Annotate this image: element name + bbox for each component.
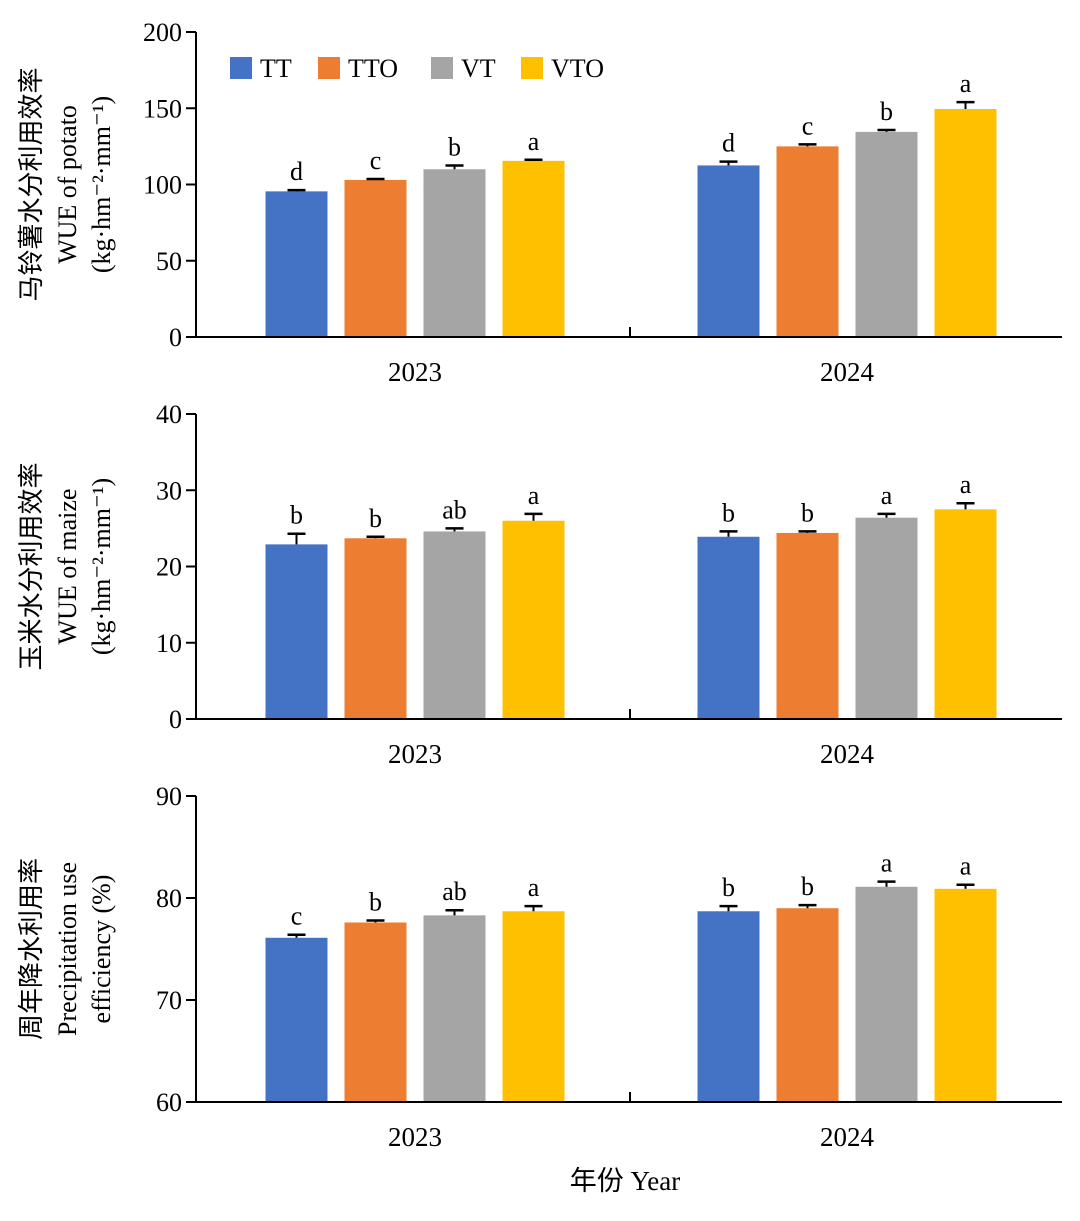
bar-TTO-2024 (776, 146, 839, 337)
bar-VT-2023 (423, 531, 486, 719)
bar-VTO-2023 (502, 911, 565, 1102)
significance-letter: a (528, 873, 540, 902)
significance-letter: a (960, 69, 972, 98)
bar-TT-2023 (265, 937, 328, 1102)
legend-swatch-TTO (318, 57, 340, 79)
bar-VTO-2024 (934, 509, 997, 719)
x-tick-label: 2024 (820, 739, 875, 769)
x-tick-label: 2023 (388, 357, 442, 387)
y-tick-label: 70 (156, 986, 182, 1015)
significance-letter: ab (442, 495, 467, 524)
significance-letter: b (369, 504, 382, 533)
y-tick-label: 200 (143, 18, 182, 47)
significance-letter: b (801, 872, 814, 901)
significance-letter: d (290, 157, 303, 186)
bar-TT-2024 (697, 911, 760, 1102)
bar-TTO-2024 (776, 908, 839, 1102)
y-tick-label: 150 (143, 94, 182, 123)
legend-label-VTO: VTO (551, 54, 604, 83)
legend-label-TTO: TTO (348, 54, 398, 83)
bar-VTO-2024 (934, 109, 997, 337)
x-tick-label: 2024 (820, 357, 875, 387)
y-axis-label-line-3: (kg·hm⁻²·mm⁻¹) (87, 96, 116, 273)
significance-letter: b (722, 873, 735, 902)
bar-TT-2024 (697, 536, 760, 719)
y-axis-label-line-2: WUE of maize (53, 489, 82, 645)
y-tick-label: 0 (169, 705, 182, 734)
x-tick-label: 2023 (388, 1122, 442, 1152)
bar-VT-2024 (855, 517, 918, 719)
significance-letter: b (801, 498, 814, 527)
y-axis-label-line-2: Precipitation use (53, 862, 82, 1036)
y-axis-label-line-1: 周年降水利用率 (17, 858, 46, 1040)
bar-TT-2023 (265, 544, 328, 719)
bar-VTO-2024 (934, 888, 997, 1102)
y-axis-label-line-3: (kg·hm⁻²·mm⁻¹) (87, 478, 116, 655)
significance-letter: a (528, 481, 540, 510)
y-axis-label-line-1: 玉米水分利用效率 (17, 462, 46, 670)
significance-letter: c (802, 111, 814, 140)
x-tick-label: 2023 (388, 739, 442, 769)
y-axis-label-line-2: WUE of potato (53, 105, 82, 264)
significance-letter: b (290, 501, 303, 530)
significance-letter: a (960, 852, 972, 881)
legend-label-TT: TT (260, 54, 292, 83)
y-tick-label: 0 (169, 323, 182, 352)
significance-letter: a (960, 470, 972, 499)
y-tick-label: 10 (156, 629, 182, 658)
y-tick-label: 40 (156, 400, 182, 429)
significance-letter: b (880, 97, 893, 126)
chart-panel-1: d d c c b b a a 0 50 100 150 200 2023 2024 马铃薯水分利用效率 WUE… (17, 18, 1062, 387)
y-tick-label: 50 (156, 247, 182, 276)
significance-letter: ab (442, 877, 467, 906)
y-tick-label: 80 (156, 884, 182, 913)
chart-panel-3: c b b b ab a a a 60 70 80 90 2023 2024 周年降水利用率 Precipit… (17, 782, 1062, 1152)
legend-label-VT: VT (461, 54, 496, 83)
y-axis-label-line-1: 马铃薯水分利用效率 (17, 67, 46, 301)
bar-VT-2023 (423, 915, 486, 1102)
significance-letter: b (448, 132, 461, 161)
bar-VT-2024 (855, 131, 918, 337)
bar-VT-2023 (423, 169, 486, 337)
chart-panel-2: b b b b ab a a a 0 10 20 30 40 2023 2024 玉米水分利用效率 WUE of… (17, 400, 1062, 769)
y-tick-label: 90 (156, 782, 182, 811)
y-tick-label: 30 (156, 476, 182, 505)
y-tick-label: 100 (143, 171, 182, 200)
legend-swatch-TT (230, 57, 252, 79)
significance-letter: c (291, 902, 303, 931)
legend-swatch-VT (431, 57, 453, 79)
bar-TT-2024 (697, 165, 760, 337)
bar-TTO-2023 (344, 179, 407, 337)
bar-TTO-2023 (344, 922, 407, 1102)
y-tick-label: 60 (156, 1088, 182, 1117)
y-tick-label: 20 (156, 553, 182, 582)
significance-letter: a (881, 849, 893, 878)
significance-letter: a (881, 481, 893, 510)
bar-VTO-2023 (502, 520, 565, 719)
x-axis-label: 年份 Year (570, 1166, 681, 1196)
significance-letter: a (528, 127, 540, 156)
significance-letter: d (722, 129, 735, 158)
y-axis-label-line-3: efficiency (%) (87, 875, 116, 1024)
bar-TT-2023 (265, 191, 328, 337)
legend: TT TTO VT VTO (230, 54, 604, 83)
bar-TTO-2023 (344, 538, 407, 719)
bar-TTO-2024 (776, 532, 839, 719)
bar-VTO-2023 (502, 160, 565, 337)
bar-VT-2024 (855, 886, 918, 1102)
significance-letter: c (370, 146, 382, 175)
legend-swatch-VTO (521, 57, 543, 79)
significance-letter: b (369, 887, 382, 916)
significance-letter: b (722, 498, 735, 527)
x-tick-label: 2024 (820, 1122, 875, 1152)
